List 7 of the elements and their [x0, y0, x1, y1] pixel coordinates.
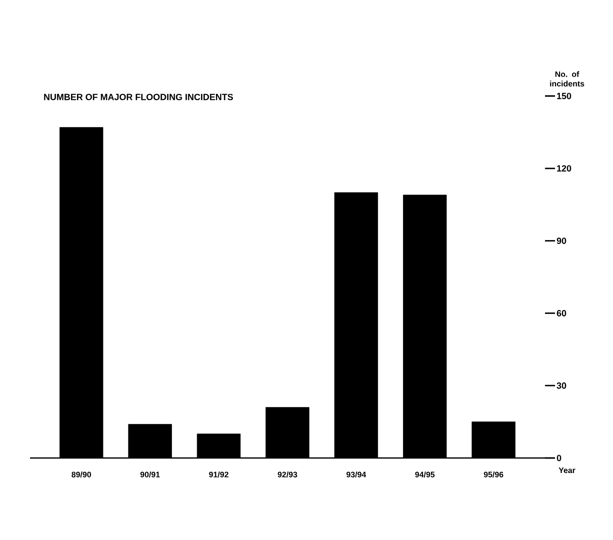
chart-title: NUMBER OF MAJOR FLOODING INCIDENTS — [44, 94, 233, 100]
y-tick-label: 60 — [556, 310, 566, 316]
y-tick-label: 120 — [557, 165, 572, 172]
y-tick-label: 90 — [556, 238, 566, 244]
y-tick-label: 0 — [556, 454, 562, 462]
y-tick-label: 150 — [557, 92, 572, 100]
y-tick-label: 30 — [556, 382, 566, 389]
